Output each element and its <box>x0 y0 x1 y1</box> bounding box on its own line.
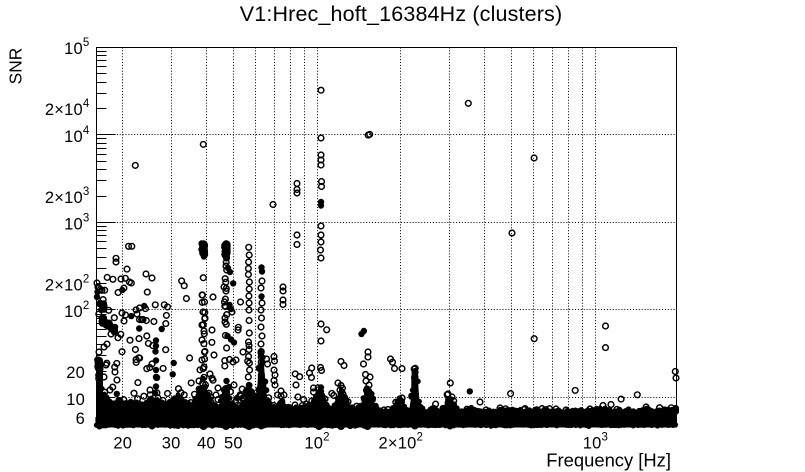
svg-text:40: 40 <box>197 434 216 452</box>
svg-text:V1:Hrec_hoft_16384Hz (clusters: V1:Hrec_hoft_16384Hz (clusters) <box>240 2 563 26</box>
svg-text:SNR: SNR <box>5 48 25 85</box>
svg-text:Frequency [Hz]: Frequency [Hz] <box>546 450 671 471</box>
svg-text:30: 30 <box>162 434 181 452</box>
svg-text:2×102: 2×102 <box>45 273 90 294</box>
svg-text:20: 20 <box>66 364 85 382</box>
svg-text:2×103: 2×103 <box>45 186 90 207</box>
svg-text:20: 20 <box>113 434 132 452</box>
svg-text:10: 10 <box>66 391 85 409</box>
svg-text:2×102: 2×102 <box>379 431 424 452</box>
svg-text:6: 6 <box>76 410 85 428</box>
svg-text:2×104: 2×104 <box>45 98 90 119</box>
svg-text:50: 50 <box>224 434 243 452</box>
